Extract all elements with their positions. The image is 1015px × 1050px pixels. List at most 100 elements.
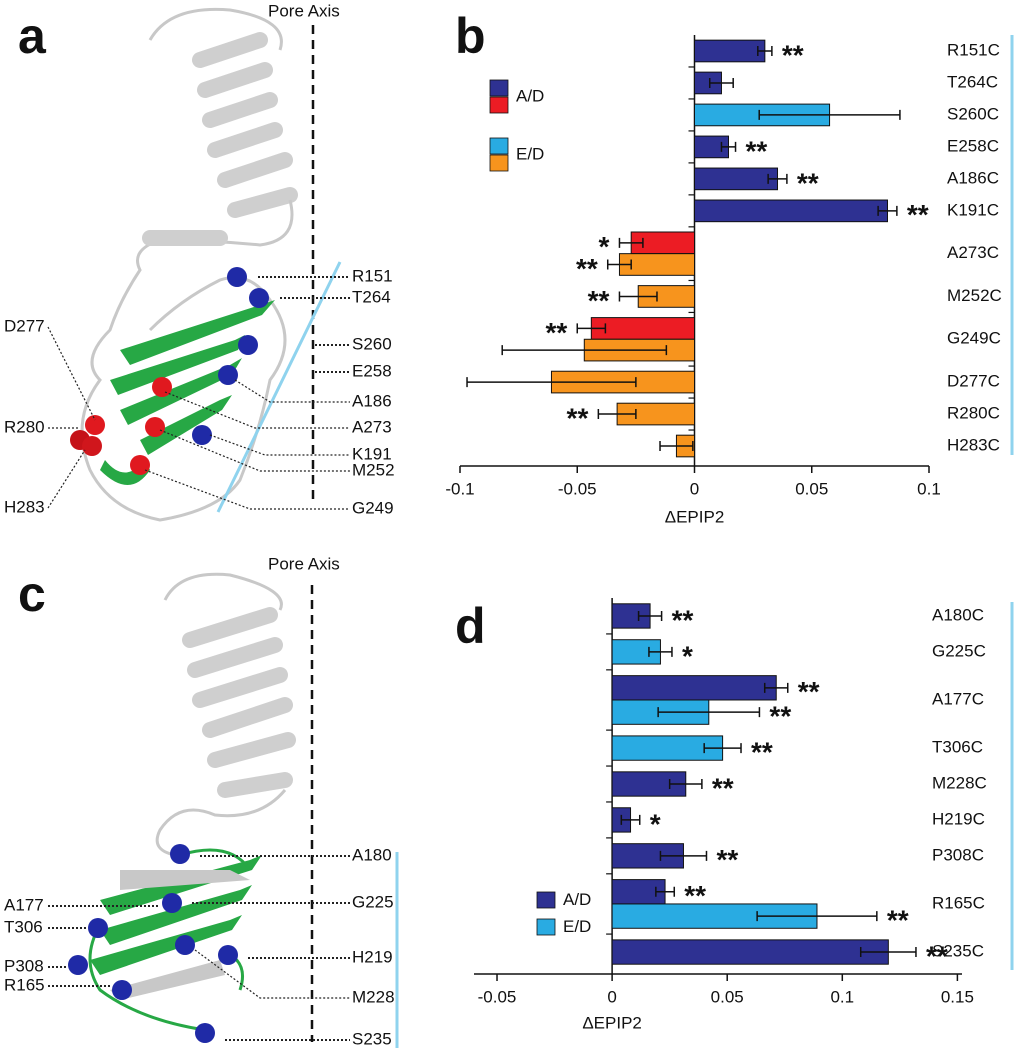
category-label: G225C: [932, 641, 986, 660]
category-label: D277C: [947, 372, 1000, 391]
error-bar: [620, 814, 641, 825]
category-label: T264C: [947, 72, 998, 91]
significance-label: **: [576, 253, 598, 284]
category-label: E258C: [947, 136, 999, 155]
category-label: M228C: [932, 773, 987, 792]
error-bar: [659, 441, 694, 452]
significance-label: **: [684, 880, 706, 911]
bar: [694, 167, 779, 191]
error-bar: [606, 259, 632, 270]
category-label: H219C: [932, 809, 985, 828]
category-label: K191C: [947, 200, 999, 219]
significance-label: *: [599, 231, 610, 262]
bar: [611, 603, 651, 629]
error-bar: [703, 743, 742, 754]
error-bar: [657, 707, 761, 718]
legend-label: A/D: [563, 890, 591, 909]
category-label: M252C: [947, 286, 1002, 305]
significance-label: **: [751, 736, 773, 767]
leader-lines: [48, 855, 350, 1041]
bar: [611, 675, 777, 701]
residue-label: A180: [352, 845, 392, 864]
significance-label: **: [672, 604, 694, 635]
error-bar: [501, 345, 668, 356]
x-tick-label: -0.05: [478, 987, 517, 1006]
residue-label: P308: [4, 956, 44, 975]
error-bar: [576, 323, 607, 334]
panel-letter: c: [18, 566, 46, 622]
category-label: P308C: [932, 845, 984, 864]
residue-label: K191: [352, 444, 392, 463]
significance-label: **: [716, 844, 738, 875]
legend-swatch: [489, 137, 509, 155]
legend-swatch: [536, 891, 556, 909]
bar: [694, 39, 766, 63]
category-label: A186C: [947, 168, 999, 187]
error-bar: [618, 291, 658, 302]
residue-label: R280: [4, 417, 45, 436]
residue-label: G225: [352, 892, 394, 911]
x-tick-label: 0.15: [941, 987, 974, 1006]
error-bar: [756, 911, 878, 922]
category-label: G249C: [947, 329, 1001, 348]
leader-lines: [47, 276, 350, 510]
legend-label: E/D: [563, 917, 591, 936]
legend-label: A/D: [516, 86, 544, 105]
error-bar: [877, 205, 898, 216]
significance-label: **: [769, 701, 791, 732]
legend-swatch: [489, 154, 509, 172]
bar: [590, 317, 696, 340]
protein-cartoon: [68, 572, 296, 1043]
x-axis-label: ΔEPIP2: [665, 507, 725, 526]
significance-label: **: [567, 402, 589, 433]
residue-label: R165: [4, 975, 45, 994]
x-tick-label: 0: [690, 479, 699, 498]
legend-swatch: [489, 79, 509, 97]
error-bar: [597, 409, 637, 420]
significance-label: **: [798, 676, 820, 707]
protein-cartoon: [70, 7, 298, 522]
category-label: H283C: [947, 435, 1000, 454]
significance-label: *: [650, 808, 661, 839]
x-tick-label: 0: [607, 987, 616, 1006]
residue-label: M228: [352, 987, 395, 1006]
category-label: A177C: [932, 689, 984, 708]
significance-label: **: [926, 940, 948, 971]
significance-label: **: [588, 285, 610, 316]
error-bar: [757, 45, 773, 56]
membrane-line: [216, 261, 342, 513]
panel-letter: a: [18, 8, 47, 64]
significance-label: **: [545, 317, 567, 348]
error-bar: [618, 237, 644, 248]
panel-letter: b: [455, 8, 486, 64]
pore-axis-label: Pore Axis: [268, 554, 340, 573]
bar: [611, 939, 889, 965]
x-tick-label: 0.05: [795, 479, 828, 498]
x-axis-label: ΔEPIP2: [582, 1013, 642, 1032]
residue-label: D277: [4, 316, 45, 335]
category-label: R151C: [947, 40, 1000, 59]
error-bar: [655, 886, 676, 897]
x-tick-label: -0.1: [445, 479, 474, 498]
error-bar: [668, 779, 703, 789]
significance-label: **: [907, 199, 929, 230]
legend-swatch: [536, 918, 556, 936]
significance-label: **: [887, 905, 909, 936]
error-bar: [758, 109, 901, 120]
x-tick-label: 0.1: [830, 987, 854, 1006]
significance-label: *: [682, 640, 693, 671]
category-label: A273C: [947, 243, 999, 262]
error-bar: [659, 850, 708, 861]
error-bar: [637, 610, 663, 621]
residue-label: R151: [352, 266, 393, 285]
legend-swatch: [489, 96, 509, 114]
residue-label: S235: [352, 1029, 392, 1048]
category-label: T306C: [932, 738, 983, 757]
residue-label: M252: [352, 460, 395, 479]
error-bar: [720, 141, 737, 152]
x-tick-label: -0.05: [558, 479, 597, 498]
significance-label: **: [712, 772, 734, 803]
error-bar: [859, 947, 917, 958]
residue-label: A273: [352, 417, 392, 436]
